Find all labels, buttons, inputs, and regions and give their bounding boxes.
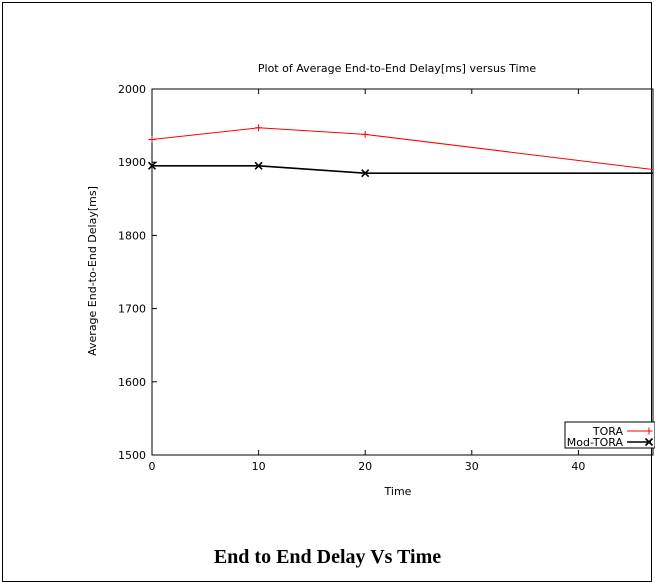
series-line-mod-tora xyxy=(152,165,653,174)
data-point-tora xyxy=(361,130,369,138)
y-tick-label: 1700 xyxy=(118,303,146,316)
y-tick-label: 1800 xyxy=(118,229,146,242)
legend-box xyxy=(564,421,655,449)
series-line-tora xyxy=(151,127,654,171)
y-tick-label: 2000 xyxy=(118,83,146,96)
data-point-mod-tora xyxy=(361,169,370,178)
data-point-tora xyxy=(148,136,156,144)
plot-area: 1500 1600 1700 1800 1900 2000 0 10 20 30 40 TORAMod… xyxy=(118,83,655,473)
figure-caption: End to End Delay Vs Time xyxy=(213,546,442,568)
y-tick-label: 1500 xyxy=(118,449,146,462)
data-point-mod-tora xyxy=(254,161,263,170)
x-tick-label: 40 xyxy=(571,460,585,473)
y-tick-label: 1600 xyxy=(118,376,146,389)
y-tick-label: 1900 xyxy=(118,156,146,169)
legend-marker-tora xyxy=(645,427,653,435)
legend-label-mod-tora: Mod-TORA xyxy=(567,436,624,449)
plot-border xyxy=(151,88,654,456)
chart-title: Plot of Average End-to-End Delay[ms] ver… xyxy=(258,62,536,75)
y-axis-label: Average End-to-End Delay[ms] xyxy=(86,186,99,356)
x-tick-label: 30 xyxy=(465,460,479,473)
x-axis-label: Time xyxy=(384,485,412,498)
legend-marker-mod-tora xyxy=(644,437,654,447)
x-tick-label: 10 xyxy=(252,460,266,473)
data-point-mod-tora xyxy=(147,161,157,170)
data-point-tora xyxy=(255,124,263,132)
x-tick-label: 20 xyxy=(358,460,372,473)
legend-label-tora: TORA xyxy=(592,425,624,438)
chart: Plot of Average End-to-End Delay[ms] ver… xyxy=(86,62,655,498)
x-tick-label: 0 xyxy=(149,460,156,473)
